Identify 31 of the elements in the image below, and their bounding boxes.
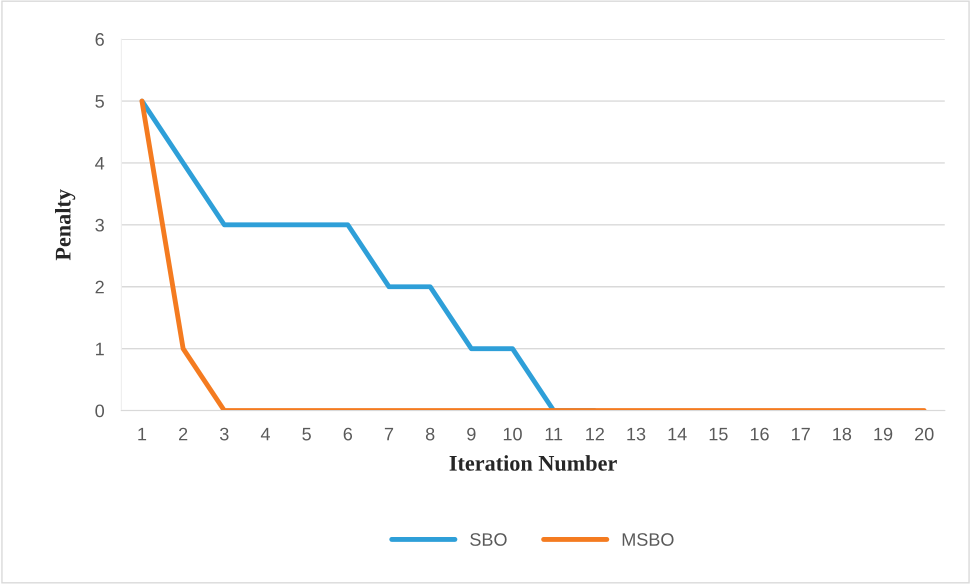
y-axis-title: Penalty <box>55 189 76 260</box>
y-tick-label: 3 <box>95 218 104 232</box>
x-tick-label: 18 <box>833 428 852 440</box>
x-tick-label: 5 <box>302 428 311 440</box>
x-tick-label: 15 <box>710 428 728 440</box>
x-tick-label: 10 <box>504 428 522 440</box>
y-tick-label: 2 <box>96 280 104 294</box>
x-tick-label: 3 <box>220 428 229 440</box>
x-tick-label: 11 <box>546 428 562 440</box>
x-tick-label: 8 <box>426 428 434 440</box>
x-tick-label: 12 <box>586 428 604 440</box>
x-tick-label: 9 <box>467 428 476 440</box>
y-tick-label: 5 <box>95 95 104 108</box>
x-tick-label: 4 <box>260 428 270 440</box>
x-tick-label: 1 <box>138 428 146 440</box>
y-tick-label: 4 <box>95 157 104 170</box>
x-tick-label: 13 <box>627 428 646 440</box>
x-tick-label: 16 <box>750 428 769 440</box>
legend-label: SBO <box>470 533 507 546</box>
x-tick-label: 2 <box>179 428 188 440</box>
x-tick-label: 7 <box>384 428 394 440</box>
x-tick-label: 14 <box>668 428 687 440</box>
y-tick-label: 6 <box>96 33 104 46</box>
x-tick-label: 17 <box>792 428 810 440</box>
x-tick-label: 6 <box>344 428 352 440</box>
y-tick-label: 0 <box>95 404 104 418</box>
legend-label: MSBO <box>622 533 674 546</box>
x-tick-label: 19 <box>874 428 892 440</box>
x-axis-title: Iteration Number <box>450 455 617 471</box>
x-tick-label: 20 <box>915 428 934 440</box>
y-tick-label: 1 <box>96 342 104 356</box>
